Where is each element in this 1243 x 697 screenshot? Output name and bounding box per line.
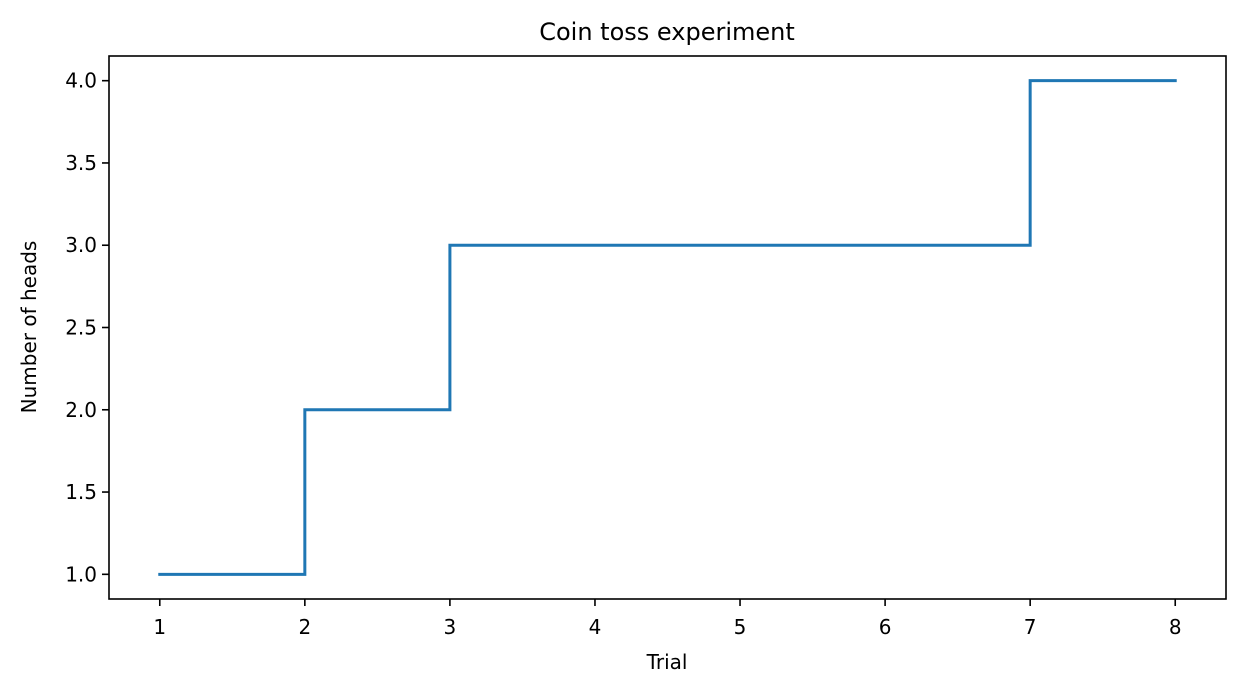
y-tick-label: 4.0 — [65, 69, 97, 93]
x-tick-label: 7 — [1024, 615, 1037, 639]
y-tick-label: 1.5 — [65, 480, 97, 504]
x-axis-label: Trial — [646, 650, 688, 674]
x-tick-label: 8 — [1169, 615, 1182, 639]
y-tick-label: 2.5 — [65, 316, 97, 340]
x-tick-label: 2 — [298, 615, 311, 639]
x-tick-label: 1 — [153, 615, 166, 639]
y-axis: 1.0 1.5 2.0 2.5 3.0 3.5 4.0 — [65, 69, 109, 586]
y-tick-label: 1.0 — [65, 562, 97, 586]
y-tick-label: 3.5 — [65, 151, 97, 175]
plot-frame — [108, 55, 1227, 600]
y-tick-label: 3.0 — [65, 233, 97, 257]
plot-series — [158, 79, 1177, 576]
chart-title: Coin toss experiment — [539, 18, 795, 46]
x-tick-label: 3 — [444, 615, 457, 639]
series-line — [158, 79, 1177, 576]
x-tick-label: 4 — [589, 615, 602, 639]
x-axis: 1 2 3 4 5 6 7 8 — [153, 599, 1182, 639]
y-axis-label: Number of heads — [17, 241, 41, 414]
y-tick-label: 2.0 — [65, 398, 97, 422]
x-tick-label: 6 — [879, 615, 892, 639]
x-tick-label: 5 — [734, 615, 747, 639]
